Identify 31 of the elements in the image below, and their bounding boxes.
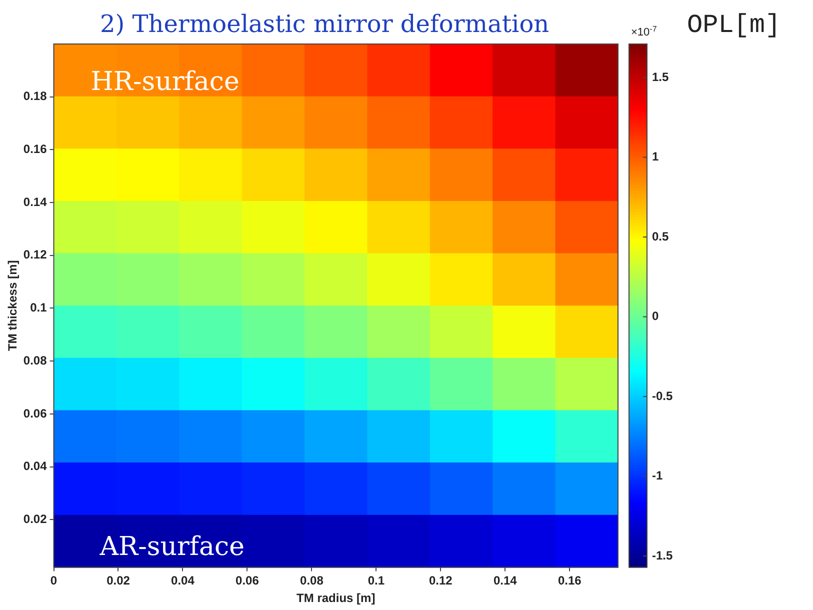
chart-title: 2) Thermoelastic mirror deformation	[100, 10, 550, 38]
annotation: HR-surface	[90, 66, 240, 97]
x-tick-label: 0.02	[106, 574, 130, 588]
color-bar-label: 0.5	[652, 229, 670, 244]
y-axis-title: TM thickess [m]	[6, 260, 20, 351]
color-bar-label: 0	[652, 309, 659, 324]
y-tick-label: 0.06	[23, 406, 48, 420]
y-tick-label: 0.18	[23, 89, 48, 104]
color-bar-label: 1.5	[652, 70, 670, 84]
color-bar-label: -1	[652, 468, 663, 483]
x-axis-title: TM radius [m]	[296, 591, 376, 606]
y-tick-label: 0.08	[23, 353, 48, 368]
x-tick-label: 0.12	[428, 574, 453, 588]
color-bar-label: -1.5	[652, 548, 674, 562]
x-tick-label: 0.16	[558, 574, 582, 588]
y-tick-label: 0.14	[23, 194, 48, 209]
y-tick-label: 0.16	[23, 142, 48, 156]
x-tick-label: 0.14	[493, 574, 518, 588]
color-bar-label: -0.5	[652, 388, 674, 403]
y-tick-label: 0.1	[30, 300, 48, 315]
x-tick-label: 0.08	[300, 574, 324, 588]
y-tick-label: 0.02	[23, 512, 48, 526]
y-tick-label: 0.12	[23, 248, 48, 262]
x-tick-label: 0.04	[171, 574, 195, 588]
x-tick-label: 0	[50, 574, 58, 588]
x-tick-label: 0.06	[236, 574, 260, 588]
annotation: AR-surface	[98, 532, 244, 562]
color-bar-title: OPL[m]	[687, 10, 781, 40]
color-bar-label: 1	[652, 150, 659, 164]
y-tick-label: 0.04	[23, 459, 48, 474]
x-tick-label: 0.1	[368, 574, 385, 588]
